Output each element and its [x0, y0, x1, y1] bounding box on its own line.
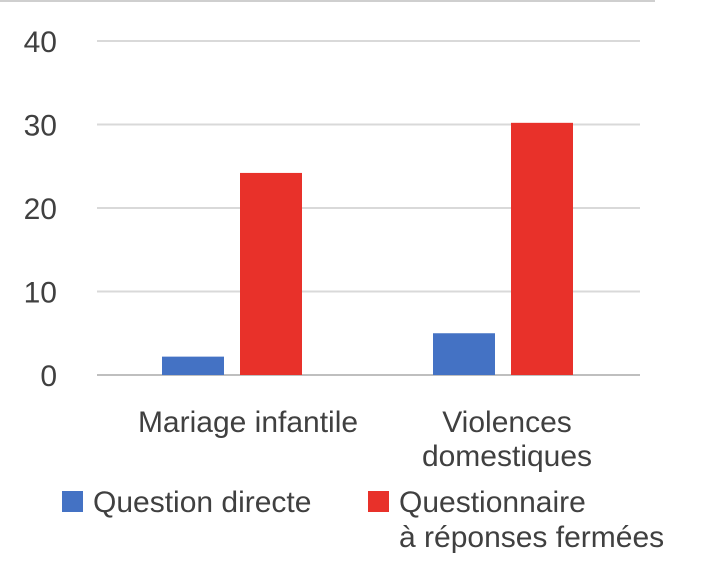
legend: Question directe Questionnaire à réponses …: [62, 486, 664, 554]
y-tick-label: 0: [40, 360, 57, 393]
legend-swatch: [62, 491, 83, 512]
y-tick-label: 10: [24, 277, 57, 310]
top-border-line: [0, 0, 655, 2]
x-category-label: Violences domestiques: [422, 406, 592, 473]
bar: [511, 122, 573, 375]
x-axis-labels: Mariage infantile Violences domestiques: [138, 406, 592, 473]
x-category-label: Mariage infantile: [138, 406, 358, 439]
bar: [433, 333, 495, 375]
legend-label: Question directe: [93, 486, 311, 519]
legend-label: Questionnaire à réponses fermées: [399, 486, 664, 554]
y-tick-label: 30: [24, 110, 57, 143]
y-tick-label: 40: [24, 26, 57, 59]
bars: [162, 122, 573, 375]
bar: [162, 356, 224, 375]
y-axis-ticks: 0 10 20 30 40: [24, 26, 57, 393]
bar: [240, 172, 302, 375]
legend-swatch: [368, 491, 389, 512]
y-tick-label: 20: [24, 193, 57, 226]
